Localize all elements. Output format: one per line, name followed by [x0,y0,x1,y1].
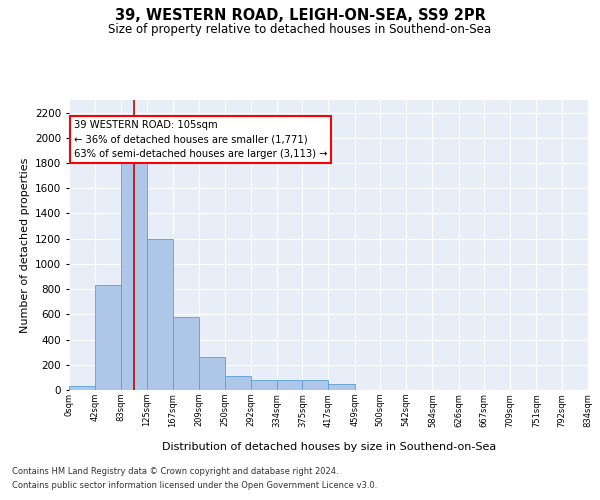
Bar [277,380,302,390]
Bar [95,286,121,390]
Text: Distribution of detached houses by size in Southend-on-Sea: Distribution of detached houses by size … [161,442,496,452]
Text: Contains public sector information licensed under the Open Government Licence v3: Contains public sector information licen… [12,481,377,490]
Bar [173,317,199,390]
Bar [251,380,277,390]
Bar [199,357,224,390]
Bar [224,376,251,390]
Bar [69,386,95,390]
Text: 39, WESTERN ROAD, LEIGH-ON-SEA, SS9 2PR: 39, WESTERN ROAD, LEIGH-ON-SEA, SS9 2PR [115,8,485,22]
Text: Size of property relative to detached houses in Southend-on-Sea: Size of property relative to detached ho… [109,24,491,36]
Bar [147,238,173,390]
Bar [302,380,329,390]
Bar [329,384,355,390]
Bar [121,150,147,390]
Y-axis label: Number of detached properties: Number of detached properties [20,158,29,332]
Text: Contains HM Land Registry data © Crown copyright and database right 2024.: Contains HM Land Registry data © Crown c… [12,467,338,476]
Text: 39 WESTERN ROAD: 105sqm
← 36% of detached houses are smaller (1,771)
63% of semi: 39 WESTERN ROAD: 105sqm ← 36% of detache… [74,120,328,159]
